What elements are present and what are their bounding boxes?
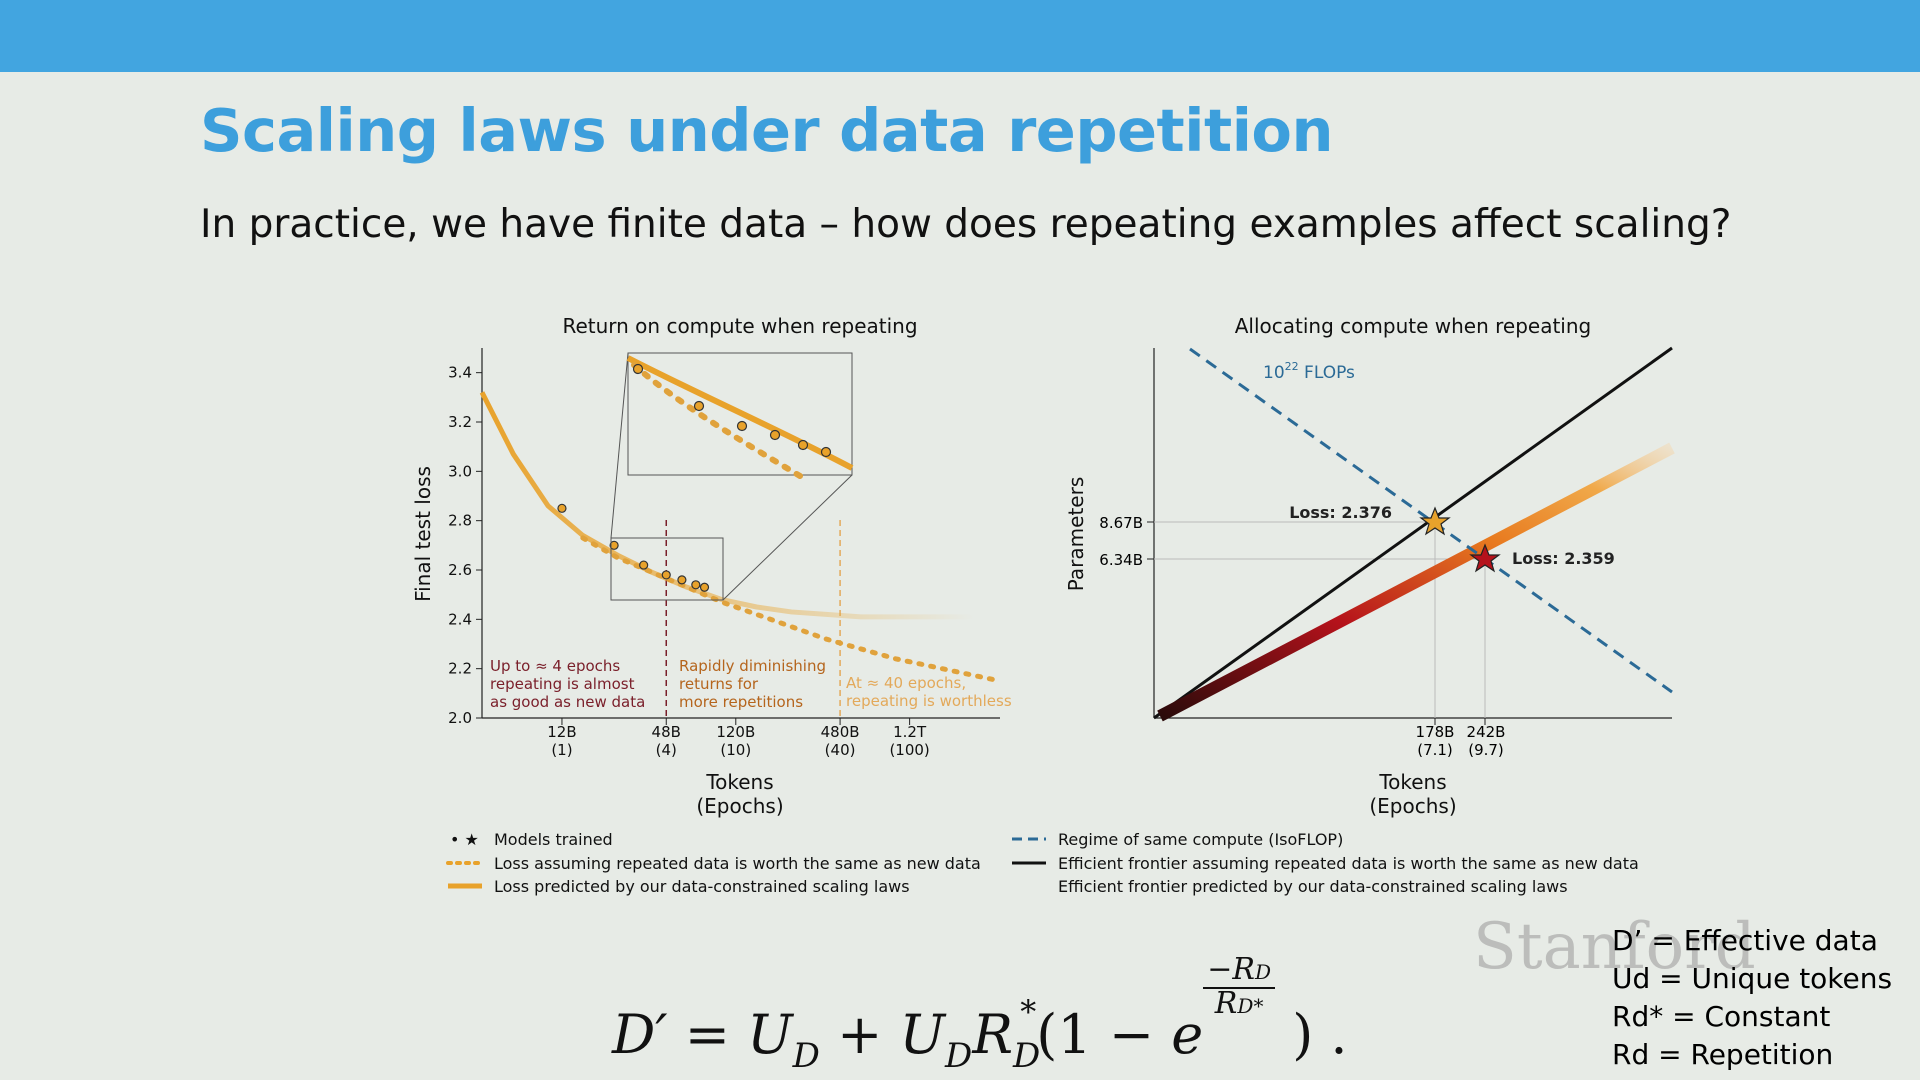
legend-models-symbol: • ★ — [450, 830, 479, 849]
model-point — [691, 580, 701, 590]
left-vlines — [665, 520, 841, 718]
definition-repetition: Rd = Repetition — [1612, 1038, 1834, 1071]
left-xtick-tokens: 48B — [652, 723, 681, 741]
right-xtick-0-epochs: (7.1) — [1417, 741, 1453, 759]
left-ytick-label: 3.4 — [448, 364, 472, 382]
left-xtick-tokens: 12B — [547, 723, 576, 741]
left-chart-xlabel-line1: Tokens — [705, 770, 773, 794]
right-chart-ylabel: Parameters — [1064, 477, 1088, 591]
left-chart-ylabel: Final test loss — [411, 466, 435, 602]
legend: • ★ Models trained Loss assuming repeate… — [446, 830, 1639, 896]
model-point — [639, 560, 649, 570]
right-xtick-1-tokens: 242B — [1467, 723, 1506, 741]
left-ytick-label: 2.6 — [448, 561, 472, 579]
left-xtick-epochs: (40) — [825, 741, 856, 759]
annotation-line: Rapidly diminishing — [679, 657, 826, 675]
left-ytick-label: 2.8 — [448, 512, 472, 530]
left-xtick-epochs: (1) — [551, 741, 572, 759]
zoom-connector-left — [610, 352, 629, 539]
legend-gradient-label: Efficient frontier predicted by our data… — [1058, 877, 1568, 896]
definition-effective-data: D’ = Effective data — [1612, 924, 1878, 957]
definition-constant: Rd* = Constant — [1612, 1000, 1831, 1033]
definitions: D’ = Effective data Ud = Unique tokens R… — [1612, 922, 1892, 1074]
right-chart-xlabel-line2: (Epochs) — [1369, 794, 1456, 818]
annotation-line: repeating is almost — [490, 675, 635, 693]
legend-models-trained: Models trained — [494, 830, 613, 849]
legend-isoflop-label: Regime of same compute (IsoFLOP) — [1058, 830, 1343, 849]
left-chart-title: Return on compute when repeating — [562, 314, 917, 338]
right-ytick-1: 6.34B — [1099, 551, 1143, 569]
annotation-line: Up to ≈ 4 epochs — [490, 657, 620, 675]
left-models-trained — [557, 503, 710, 592]
annotation-line: more repetitions — [679, 693, 803, 711]
star-point-loss-2376 — [1419, 506, 1451, 536]
star-point-loss-2359 — [1469, 543, 1501, 573]
left-xtick-tokens: 480B — [821, 723, 860, 741]
right-chart-title: Allocating compute when repeating — [1235, 314, 1591, 338]
right-chart-xlabel-line1: Tokens — [1378, 770, 1446, 794]
left-ytick-label: 3.2 — [448, 413, 472, 431]
annotation-line: as good as new data — [490, 693, 645, 711]
left-y-ticks: 2.0 2.2 2.4 2.6 2.8 3.0 3.2 3.4 — [448, 364, 482, 727]
series-naive-loss — [580, 535, 1003, 684]
inset-model-point — [693, 400, 705, 412]
annotation-line: At ≈ 40 epochs, — [846, 674, 966, 692]
left-x-ticks: 12B(1) 48B(4) 120B(10) 480B(40) 1.2T(100) — [547, 718, 930, 759]
annotation-line: returns for — [679, 675, 759, 693]
left-chart: Return on compute when repeating Final t… — [411, 314, 1012, 818]
inset-model-point — [736, 420, 748, 432]
left-chart-xlabel-line2: (Epochs) — [696, 794, 783, 818]
right-ytick-0: 8.67B — [1099, 514, 1143, 532]
right-chart: Allocating compute when repeating Parame… — [1064, 314, 1675, 818]
slide-title: Scaling laws under data repetition — [200, 96, 1333, 165]
left-xtick-epochs: (4) — [656, 741, 677, 759]
definition-unique-tokens: Ud = Unique tokens — [1612, 962, 1893, 995]
inset-model-point — [769, 429, 781, 441]
left-ytick-label: 3.0 — [448, 462, 472, 480]
model-point — [557, 503, 567, 513]
legend-black-label: Efficient frontier assuming repeated dat… — [1058, 854, 1639, 873]
zoom-box — [610, 537, 724, 601]
frontier-data-constrained — [1157, 442, 1675, 722]
inset-model-point — [820, 446, 832, 458]
legend-solid-label: Loss predicted by our data-constrained s… — [494, 877, 910, 896]
left-xtick-epochs: (10) — [720, 741, 751, 759]
frontier-repeated-worth-same — [1153, 346, 1673, 720]
right-xtick-0-tokens: 178B — [1416, 723, 1455, 741]
zoom-connector-right — [722, 474, 853, 601]
left-ytick-label: 2.0 — [448, 709, 472, 727]
stanford-watermark: Stanford — [1473, 910, 1756, 984]
model-point — [699, 582, 710, 592]
left-xtick-epochs: (100) — [889, 741, 929, 759]
inset-model-point — [632, 363, 644, 375]
effective-data-formula: D′ = UD + UDRD*(1 − e −RD RD* ) . — [612, 952, 1348, 1077]
left-xtick-tokens: 120B — [716, 723, 755, 741]
point-label-loss-2359: Loss: 2.359 — [1512, 549, 1615, 568]
left-ytick-label: 2.4 — [448, 610, 472, 628]
inset-naive-curve — [631, 362, 803, 479]
left-xtick-tokens: 1.2T — [893, 723, 927, 741]
inset-model-point — [797, 439, 809, 451]
inset-content — [626, 355, 854, 479]
legend-dotted-label: Loss assuming repeated data is worth the… — [494, 854, 981, 873]
model-point — [609, 540, 619, 550]
point-label-loss-2376: Loss: 2.376 — [1289, 503, 1392, 522]
top-banner — [0, 0, 1920, 72]
model-point — [661, 570, 671, 580]
annotation-line: repeating is worthless — [846, 692, 1012, 710]
right-xtick-1-epochs: (9.7) — [1468, 741, 1504, 759]
left-ytick-label: 2.2 — [448, 660, 472, 678]
isoflop-label: 1022 FLOPs — [1263, 360, 1355, 383]
slide-subtitle: In practice, we have finite data – how d… — [200, 202, 1732, 247]
model-point — [677, 575, 687, 585]
